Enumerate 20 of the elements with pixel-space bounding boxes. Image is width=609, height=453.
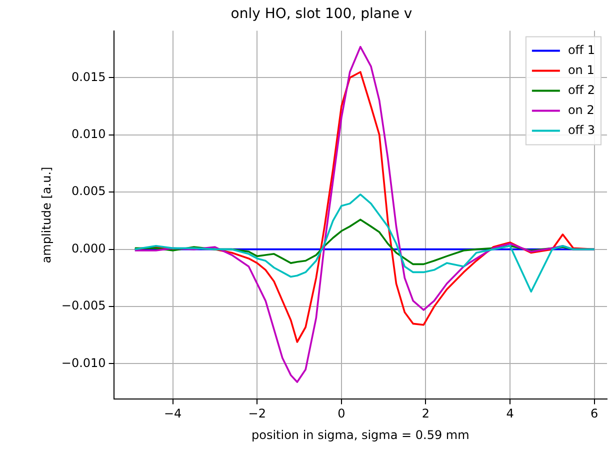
y-tick-label: −0.010 — [61, 356, 106, 370]
legend-label: on 1 — [568, 62, 594, 77]
y-axis-title: amplitude [a.u.] — [39, 166, 54, 264]
y-tick-label: 0.000 — [71, 241, 106, 256]
legend-label: off 2 — [568, 82, 596, 97]
legend-label: off 3 — [568, 122, 596, 137]
y-tick-label: 0.005 — [71, 184, 106, 198]
x-tick-label: 4 — [506, 406, 514, 421]
legend-label: on 2 — [568, 102, 594, 117]
x-tick-label: 0 — [338, 406, 346, 421]
y-tick-label: −0.005 — [61, 298, 106, 313]
legend-label: off 1 — [568, 42, 596, 57]
x-tick-label: 6 — [590, 406, 598, 421]
x-axis-title: position in sigma, sigma = 0.59 mm — [251, 428, 470, 442]
y-tick-label: 0.010 — [71, 127, 106, 142]
x-tick-label: −2 — [248, 406, 266, 421]
y-tick-label: 0.015 — [71, 70, 106, 84]
chart-title: only HO, slot 100, plane v — [230, 6, 412, 22]
x-tick-label: 2 — [422, 406, 430, 421]
x-tick-label: −4 — [164, 406, 182, 421]
